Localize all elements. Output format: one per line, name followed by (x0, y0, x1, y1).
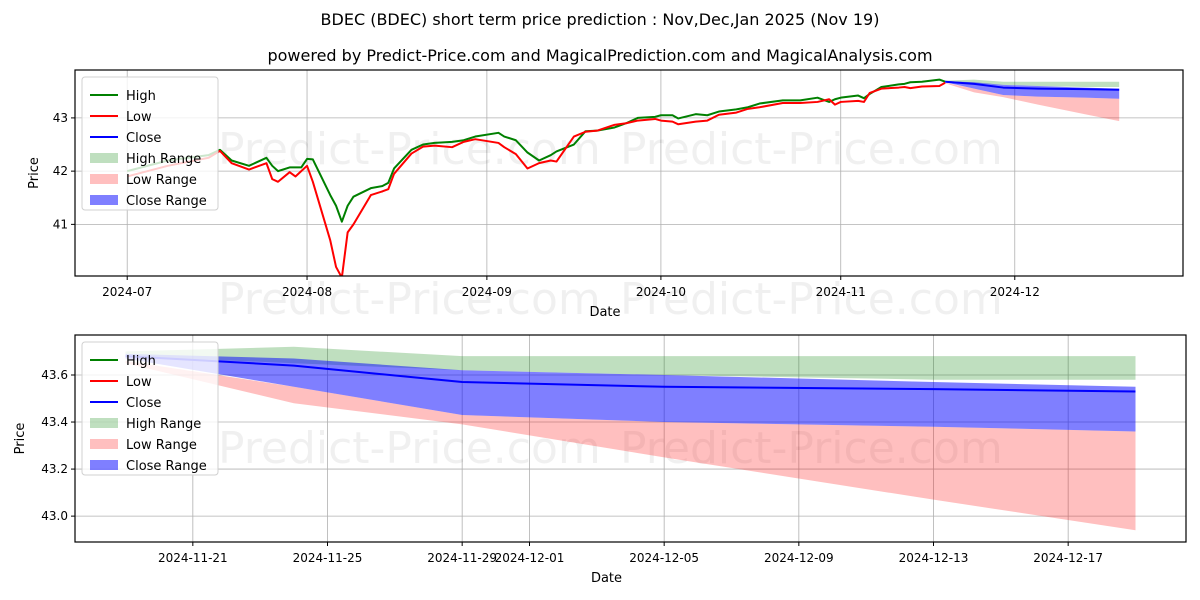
axes-frame (74, 334, 1187, 543)
legend-close-range: Close Range (90, 194, 207, 209)
legend-low-range: Low Range (90, 438, 197, 453)
legend-high: High (90, 89, 156, 104)
legend: High Low Close High Range Low Range Close Ran… (81, 341, 219, 476)
legend-close: Close (90, 396, 161, 411)
x-tick-label: 2024-12 (990, 285, 1040, 299)
y-tick-label: 43.0 (41, 509, 68, 523)
x-tick-label: 2024-11-25 (293, 551, 363, 565)
low-range-band (125, 360, 1136, 531)
x-tick-label: 2024-09 (462, 285, 512, 299)
y-axis: 43.0 43.2 43.4 43.6 (41, 368, 75, 523)
close-line (945, 80, 1120, 91)
svg-text:Predict-Price.com: Predict-Price.com (218, 124, 601, 175)
svg-text:Predict-Price.com: Predict-Price.com (620, 124, 1003, 175)
x-tick-label: 2024-11-29 (427, 551, 497, 565)
svg-text:Predict-Price.com: Predict-Price.com (620, 423, 1003, 474)
svg-text:High Range: High Range (126, 417, 201, 432)
axes-frame (74, 69, 1184, 277)
y-tick-label: 43.2 (41, 462, 68, 476)
svg-text:Close Range: Close Range (126, 194, 207, 209)
chart-subtitle: powered by Predict-Price.com and Magical… (267, 46, 933, 65)
plot-area (125, 346, 1136, 531)
legend-high-range: High Range (90, 152, 201, 167)
x-axis-label: Date (591, 571, 622, 586)
legend-low: Low (90, 110, 152, 125)
high-range-band (945, 79, 1120, 88)
y-tick-label: 43.4 (41, 415, 68, 429)
legend-low-range: Low Range (90, 173, 197, 188)
legend: High Low Close High Range Low Range Close Ran… (81, 76, 219, 211)
svg-text:High Range: High Range (126, 152, 201, 167)
x-axis-label: Date (589, 305, 620, 320)
svg-text:Close: Close (126, 131, 161, 146)
svg-text:Low Range: Low Range (126, 173, 197, 188)
x-tick-label: 2024-07 (102, 285, 152, 299)
plot-area (126, 78, 1120, 276)
svg-text:High: High (126, 354, 156, 369)
grid (75, 70, 1183, 276)
x-tick-label: 2024-12-13 (899, 551, 969, 565)
x-tick-label: 2024-11-21 (158, 551, 228, 565)
y-tick-label: 43.6 (41, 368, 68, 382)
y-tick-label: 42 (53, 164, 68, 178)
x-tick-label: 2024-08 (282, 285, 332, 299)
legend-close-range: Close Range (90, 459, 207, 474)
x-tick-label: 2024-10 (636, 285, 686, 299)
legend-low: Low (90, 375, 152, 390)
svg-text:Predict-Price.com: Predict-Price.com (218, 423, 601, 474)
y-tick-label: 43 (53, 111, 68, 125)
chart-title: BDEC (BDEC) short term price prediction … (320, 10, 880, 29)
y-tick-label: 41 (53, 217, 68, 231)
low-line (126, 81, 946, 276)
svg-text:Low: Low (126, 375, 152, 390)
y-axis-label: Price (27, 157, 42, 189)
close-line (125, 355, 1136, 393)
legend-high-range: High Range (90, 417, 201, 432)
svg-text:High: High (126, 89, 156, 104)
svg-text:Predict-Price.com: Predict-Price.com (218, 274, 601, 325)
watermark: Predict-Price.com Predict-Price.com Predic… (218, 124, 1003, 325)
legend-close: Close (90, 131, 161, 146)
x-tick-label: 2024-11 (816, 285, 866, 299)
x-axis: 2024-07 2024-08 2024-09 2024-10 2024-11 2024-… (102, 276, 1040, 299)
low-range-band (945, 82, 1120, 122)
high-range-band (125, 346, 1136, 380)
high-line (126, 78, 946, 223)
svg-text:Low: Low (126, 110, 152, 125)
y-axis-label: Price (13, 423, 28, 455)
watermark: Predict-Price.com Predict-Price.com (218, 423, 1003, 474)
svg-text:Predict-Price.com: Predict-Price.com (620, 274, 1003, 325)
x-axis: 2024-11-21 2024-11-25 2024-11-292024-12-01… (158, 542, 1103, 565)
y-axis: 41 42 43 (53, 111, 75, 231)
legend-high: High (90, 354, 156, 369)
x-tick-label: 2024-12-05 (629, 551, 699, 565)
svg-text:Low Range: Low Range (126, 438, 197, 453)
x-tick-label: 2024-12-09 (764, 551, 834, 565)
svg-text:Close Range: Close Range (126, 459, 207, 474)
x-tick-label: 2024-12-01 (495, 551, 565, 565)
x-tick-label: 2024-12-17 (1033, 551, 1103, 565)
svg-text:Close: Close (126, 396, 161, 411)
